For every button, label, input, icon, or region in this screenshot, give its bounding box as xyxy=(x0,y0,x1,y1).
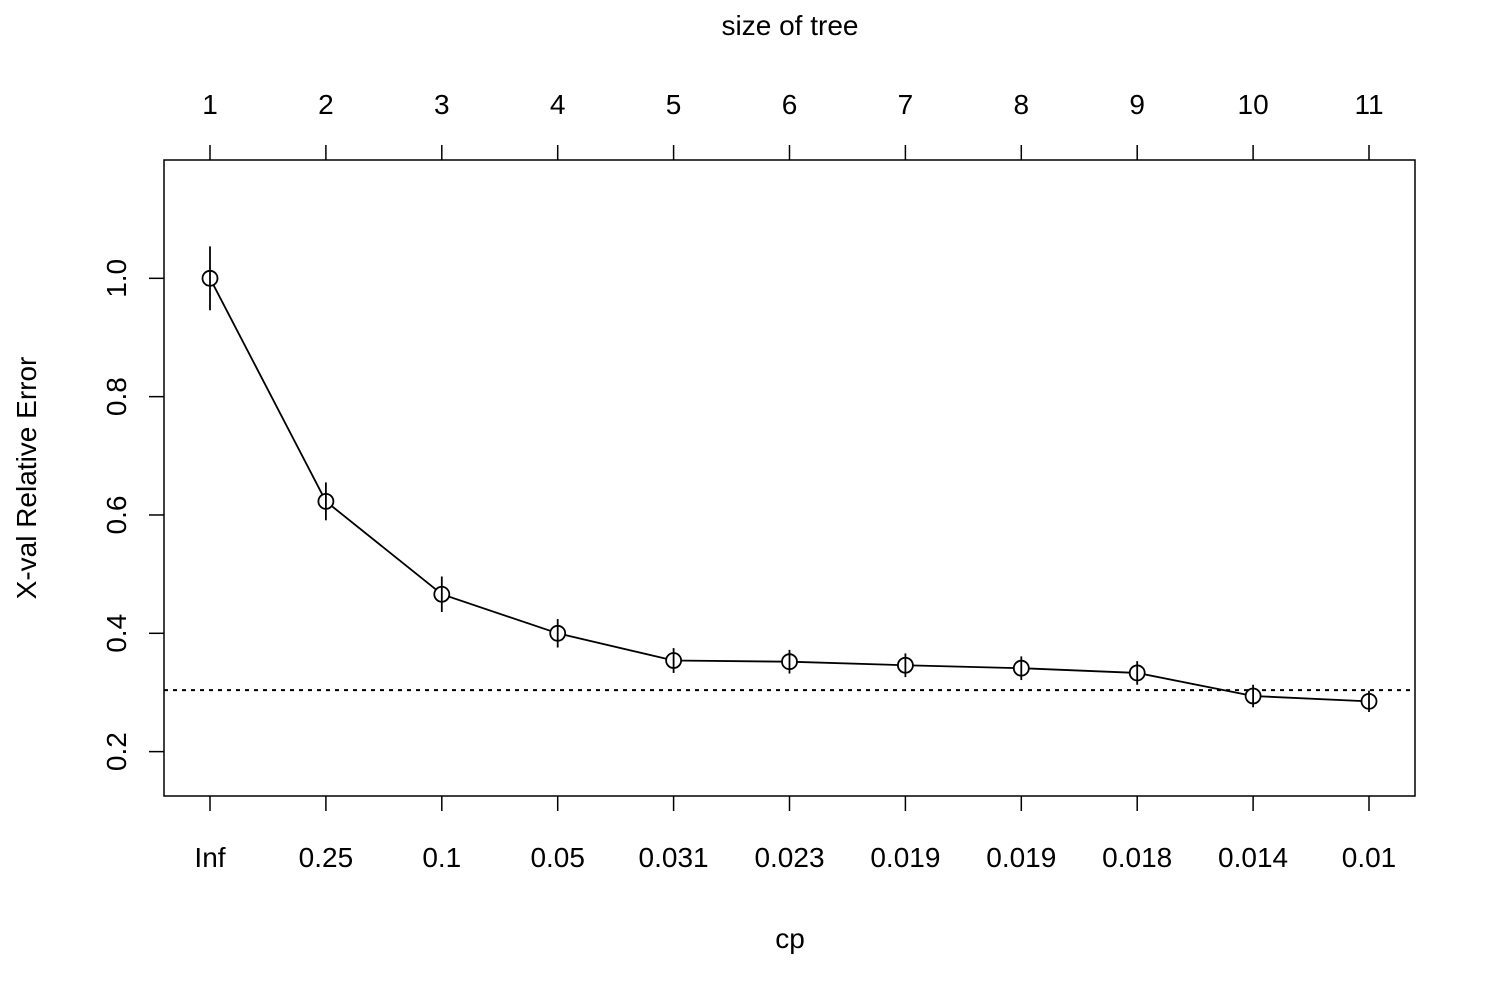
top-tick-label: 3 xyxy=(434,89,450,120)
x-tick-label: 0.023 xyxy=(754,842,824,873)
top-tick-label: 6 xyxy=(782,89,798,120)
x-tick-label: Inf xyxy=(194,842,225,873)
x-tick-label: 0.018 xyxy=(1102,842,1172,873)
x-tick-label: 0.01 xyxy=(1342,842,1397,873)
top-tick-label: 8 xyxy=(1014,89,1030,120)
x-tick-label: 0.05 xyxy=(530,842,585,873)
x-tick-label: 0.019 xyxy=(986,842,1056,873)
top-tick-label: 4 xyxy=(550,89,566,120)
x-tick-label: 0.25 xyxy=(299,842,354,873)
y-axis-label: X-val Relative Error xyxy=(11,357,42,600)
top-tick-label: 9 xyxy=(1129,89,1145,120)
series-line xyxy=(209,277,1370,703)
x-tick-label: 0.1 xyxy=(422,842,461,873)
y-tick-label: 0.4 xyxy=(101,614,132,653)
x-tick-label: 0.019 xyxy=(870,842,940,873)
y-tick-label: 0.8 xyxy=(101,377,132,416)
top-tick-label: 1 xyxy=(202,89,218,120)
top-tick-label: 5 xyxy=(666,89,682,120)
x-tick-label: 0.031 xyxy=(639,842,709,873)
y-tick-label: 0.6 xyxy=(101,496,132,535)
x-tick-label: 0.014 xyxy=(1218,842,1288,873)
top-tick-label: 10 xyxy=(1238,89,1269,120)
x-axis-label: cp xyxy=(775,923,805,954)
top-tick-label: 11 xyxy=(1354,89,1383,120)
top-tick-label: 2 xyxy=(318,89,334,120)
y-tick-label: 0.2 xyxy=(101,732,132,771)
y-tick-label: 1.0 xyxy=(101,259,132,298)
top-axis-label: size of tree xyxy=(722,10,859,41)
plot-frame xyxy=(163,159,1416,797)
top-tick-label: 7 xyxy=(898,89,914,120)
